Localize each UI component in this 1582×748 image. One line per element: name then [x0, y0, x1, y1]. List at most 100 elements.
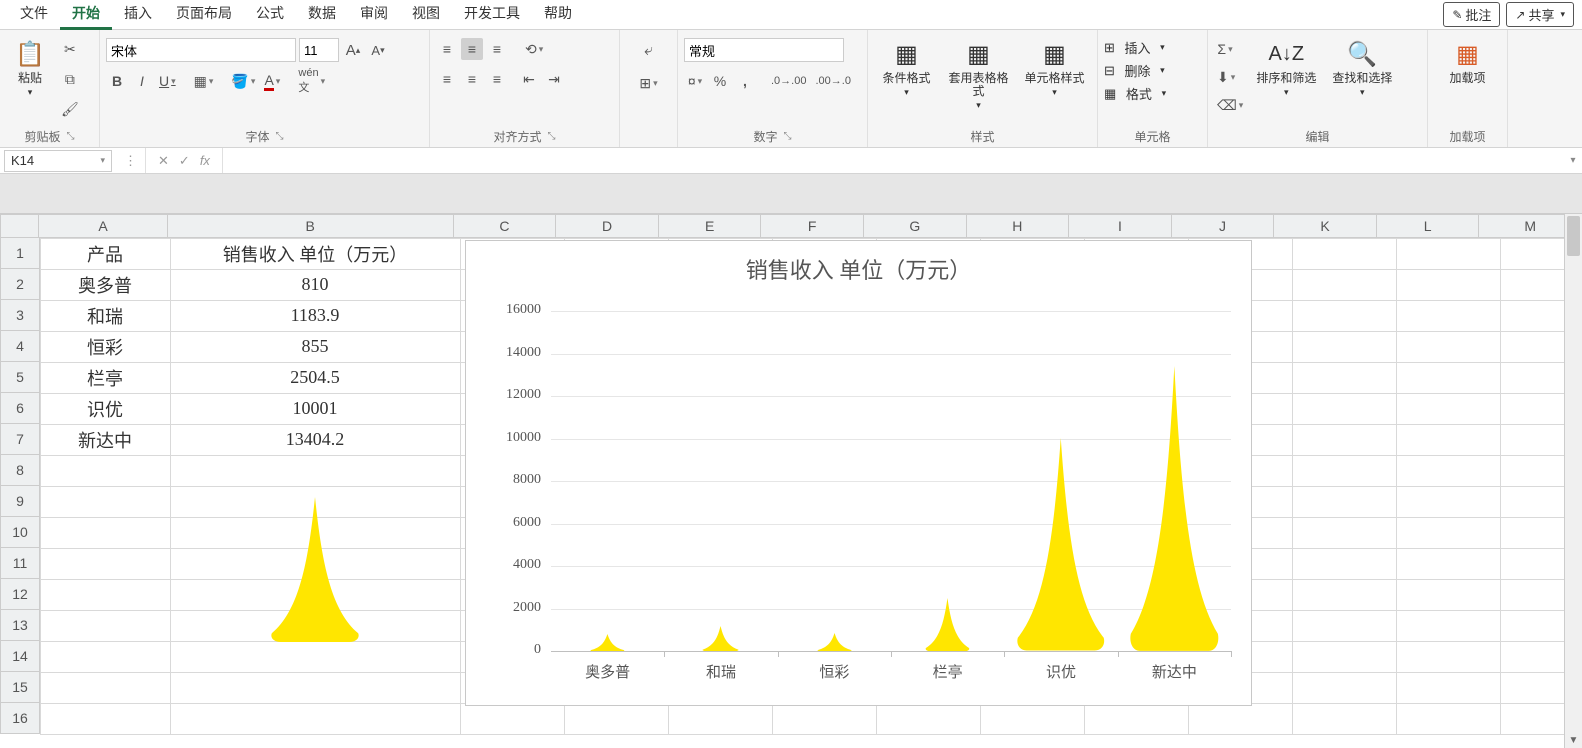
- align-center-icon[interactable]: ≡: [461, 68, 483, 90]
- row-header-16[interactable]: 16: [0, 703, 40, 734]
- row-header-9[interactable]: 9: [0, 486, 40, 517]
- cell-B3[interactable]: 1183.9: [170, 300, 460, 331]
- col-header-D[interactable]: D: [556, 214, 659, 238]
- cell-B5[interactable]: 2504.5: [170, 362, 460, 393]
- wrap-text-icon[interactable]: ⤶: [638, 40, 660, 62]
- cell-A5[interactable]: 栏亭: [40, 362, 170, 393]
- conditional-format-button[interactable]: ▦条件格式▾: [875, 34, 939, 102]
- tab-文件[interactable]: 文件: [8, 0, 60, 30]
- font-dialog-launcher[interactable]: ⤡: [276, 131, 284, 142]
- row-header-2[interactable]: 2: [0, 269, 40, 300]
- chart-series-peak-5[interactable]: [1129, 366, 1220, 651]
- cut-icon[interactable]: ✂: [59, 38, 81, 60]
- col-header-G[interactable]: G: [864, 214, 967, 238]
- align-middle-icon[interactable]: ≡: [461, 38, 483, 60]
- cell-A2[interactable]: 奥多普: [40, 269, 170, 300]
- cancel-formula-icon[interactable]: ✕: [158, 153, 169, 169]
- clipboard-dialog-launcher[interactable]: ⤡: [67, 131, 75, 142]
- col-header-C[interactable]: C: [454, 214, 557, 238]
- merge-cells-icon[interactable]: ⊞: [636, 72, 660, 94]
- row-header-8[interactable]: 8: [0, 455, 40, 486]
- sort-filter-button[interactable]: A↓Z排序和筛选▾: [1250, 34, 1322, 102]
- find-select-button[interactable]: 🔍查找和选择▾: [1326, 34, 1398, 102]
- increase-decimal-icon[interactable]: .0→.00: [768, 70, 809, 92]
- tab-帮助[interactable]: 帮助: [532, 0, 584, 30]
- annotate-button[interactable]: ✎批注: [1443, 2, 1500, 27]
- cell-B1[interactable]: 销售收入 单位（万元）: [170, 238, 460, 269]
- row-header-13[interactable]: 13: [0, 610, 40, 641]
- enter-formula-icon[interactable]: ✓: [179, 153, 190, 169]
- bold-icon[interactable]: B: [106, 70, 128, 92]
- percent-icon[interactable]: %: [709, 70, 731, 92]
- cell-B7[interactable]: 13404.2: [170, 424, 460, 455]
- italic-icon[interactable]: I: [131, 70, 153, 92]
- col-header-F[interactable]: F: [761, 214, 864, 238]
- sheet-shape-peak[interactable]: [270, 497, 360, 642]
- paste-button[interactable]: 📋 粘贴▾: [6, 34, 54, 102]
- scroll-down-icon[interactable]: ▼: [1565, 732, 1582, 748]
- copy-icon[interactable]: ⧉: [59, 68, 81, 90]
- col-header-B[interactable]: B: [168, 214, 454, 238]
- expand-formula-bar-icon[interactable]: ▾: [1564, 155, 1582, 166]
- row-header-14[interactable]: 14: [0, 641, 40, 672]
- row-header-1[interactable]: 1: [0, 238, 40, 269]
- format-painter-icon[interactable]: 🖌: [58, 98, 82, 120]
- tab-数据[interactable]: 数据: [296, 0, 348, 30]
- tab-开始[interactable]: 开始: [60, 0, 112, 30]
- chart-series-peak-3[interactable]: [925, 598, 970, 651]
- cell-A1[interactable]: 产品: [40, 238, 170, 269]
- comma-icon[interactable]: ,: [734, 70, 756, 92]
- fill-color-icon[interactable]: 🪣: [228, 70, 258, 92]
- scroll-thumb[interactable]: [1567, 216, 1580, 256]
- fill-icon[interactable]: ⬇: [1214, 66, 1238, 88]
- underline-icon[interactable]: U: [156, 70, 179, 92]
- chart-title[interactable]: 销售收入 单位（万元）: [466, 241, 1251, 291]
- number-dialog-launcher[interactable]: ⤡: [784, 131, 792, 142]
- tab-页面布局[interactable]: 页面布局: [164, 0, 244, 30]
- increase-indent-icon[interactable]: ⇥: [543, 68, 565, 90]
- column-headers[interactable]: ABCDEFGHIJKLM: [0, 214, 1582, 238]
- cells-area[interactable]: 产品销售收入 单位（万元）奥多普810和瑞1183.9恒彩855栏亭2504.5…: [40, 238, 1582, 748]
- format-as-table-button[interactable]: ▦套用表格格式▾: [943, 34, 1015, 116]
- chart-series-peak-1[interactable]: [702, 626, 739, 651]
- name-box[interactable]: K14▾: [4, 150, 112, 172]
- tab-插入[interactable]: 插入: [112, 0, 164, 30]
- align-left-icon[interactable]: ≡: [436, 68, 458, 90]
- tab-审阅[interactable]: 审阅: [348, 0, 400, 30]
- embedded-chart[interactable]: 销售收入 单位（万元）02000400060008000100001200014…: [465, 240, 1252, 706]
- share-button[interactable]: ↗共享▾: [1506, 2, 1574, 27]
- row-header-12[interactable]: 12: [0, 579, 40, 610]
- row-header-7[interactable]: 7: [0, 424, 40, 455]
- cell-B4[interactable]: 855: [170, 331, 460, 362]
- tab-视图[interactable]: 视图: [400, 0, 452, 30]
- decrease-indent-icon[interactable]: ⇤: [518, 68, 540, 90]
- number-format-select[interactable]: [684, 38, 844, 62]
- row-header-3[interactable]: 3: [0, 300, 40, 331]
- cell-B6[interactable]: 10001: [170, 393, 460, 424]
- font-color-icon[interactable]: A: [261, 70, 283, 92]
- worksheet-grid[interactable]: ABCDEFGHIJKLM 12345678910111213141516 产品…: [0, 214, 1582, 748]
- tab-开发工具[interactable]: 开发工具: [452, 0, 532, 30]
- delete-cells-button[interactable]: ⊟ 删除 ▾: [1104, 61, 1165, 80]
- align-dialog-launcher[interactable]: ⤡: [548, 131, 556, 142]
- col-header-H[interactable]: H: [967, 214, 1070, 238]
- vertical-scrollbar[interactable]: ▲ ▼: [1564, 214, 1582, 748]
- row-header-5[interactable]: 5: [0, 362, 40, 393]
- align-top-icon[interactable]: ≡: [436, 38, 458, 60]
- border-icon[interactable]: ▦: [191, 70, 217, 92]
- chart-series-peak-2[interactable]: [817, 633, 852, 651]
- font-name-select[interactable]: [106, 38, 296, 62]
- cell-A4[interactable]: 恒彩: [40, 331, 170, 362]
- insert-cells-button[interactable]: ⊞ 插入 ▾: [1104, 38, 1165, 57]
- formula-input[interactable]: [223, 148, 1564, 173]
- align-right-icon[interactable]: ≡: [486, 68, 508, 90]
- cell-styles-button[interactable]: ▦单元格样式▾: [1019, 34, 1091, 102]
- row-header-4[interactable]: 4: [0, 331, 40, 362]
- col-header-I[interactable]: I: [1069, 214, 1172, 238]
- fx-icon[interactable]: fx: [200, 153, 210, 168]
- phonetic-icon[interactable]: wén文: [295, 70, 328, 92]
- clear-icon[interactable]: ⌫: [1214, 94, 1246, 116]
- chart-series-peak-4[interactable]: [1016, 438, 1106, 651]
- orientation-icon[interactable]: ⟲: [522, 38, 546, 60]
- col-header-K[interactable]: K: [1274, 214, 1377, 238]
